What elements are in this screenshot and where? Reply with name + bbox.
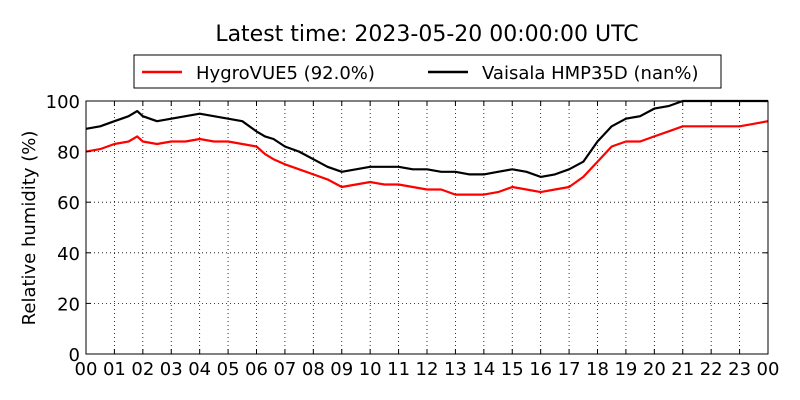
x-tick-labels: 00 01 02 03 04 05 06 07 08 09 10 11 12 13 14 15 16 17 18 19…	[75, 359, 780, 380]
x-tick-label: 04	[188, 359, 211, 380]
x-tick-label: 15	[501, 359, 524, 380]
y-tick-label: 60	[57, 193, 80, 214]
series-line-hygrovue5	[85, 120, 769, 196]
series-line-vaisala	[85, 99, 768, 178]
x-tick-label: 12	[416, 359, 439, 380]
x-tick-label: 18	[586, 359, 609, 380]
legend-label-vaisala: Vaisala HMP35D (nan%)	[482, 63, 699, 84]
y-tick-label: 40	[57, 244, 80, 265]
y-axis-label: Relative humidity (%)	[19, 131, 40, 326]
x-tick-label: 22	[700, 359, 723, 380]
legend-label-hygrovue5: HygroVUE5 (92.0%)	[196, 63, 375, 84]
legend: HygroVUE5 (92.0%) Vaisala HMP35D (nan%)	[133, 54, 722, 89]
x-tick-label: 03	[160, 359, 183, 380]
series-group	[85, 99, 769, 196]
x-tick-label: 16	[529, 359, 552, 380]
y-tick-label: 80	[57, 143, 80, 164]
x-tick-label: 02	[131, 359, 154, 380]
x-tick-label: 17	[558, 359, 581, 380]
plot-frame	[85, 100, 769, 355]
x-tick-label: 11	[387, 359, 410, 380]
chart-title: Latest time: 2023-05-20 00:00:00 UTC	[215, 22, 638, 47]
x-tick-label: 23	[728, 359, 751, 380]
ticks	[85, 100, 769, 355]
x-tick-label: 13	[444, 359, 467, 380]
x-tick-label: 20	[643, 359, 666, 380]
x-tick-label: 01	[103, 359, 126, 380]
x-tick-label: 05	[217, 359, 240, 380]
x-tick-label: 06	[245, 359, 268, 380]
y-tick-labels: 0 20 40 60 80 100	[46, 92, 80, 366]
x-tick-label: 09	[330, 359, 353, 380]
x-tick-label: 14	[472, 359, 495, 380]
y-tick-label: 100	[46, 92, 80, 113]
legend-box	[133, 54, 722, 89]
x-tick-label: 00	[75, 359, 98, 380]
x-tick-label: 08	[302, 359, 325, 380]
y-tick-label: 20	[57, 294, 80, 315]
x-tick-label: 10	[359, 359, 382, 380]
x-tick-label: 00	[757, 359, 780, 380]
x-tick-label: 19	[614, 359, 637, 380]
x-tick-label: 07	[273, 359, 296, 380]
x-tick-label: 21	[671, 359, 694, 380]
grid	[86, 101, 768, 354]
y-tick-label: 0	[69, 345, 80, 366]
